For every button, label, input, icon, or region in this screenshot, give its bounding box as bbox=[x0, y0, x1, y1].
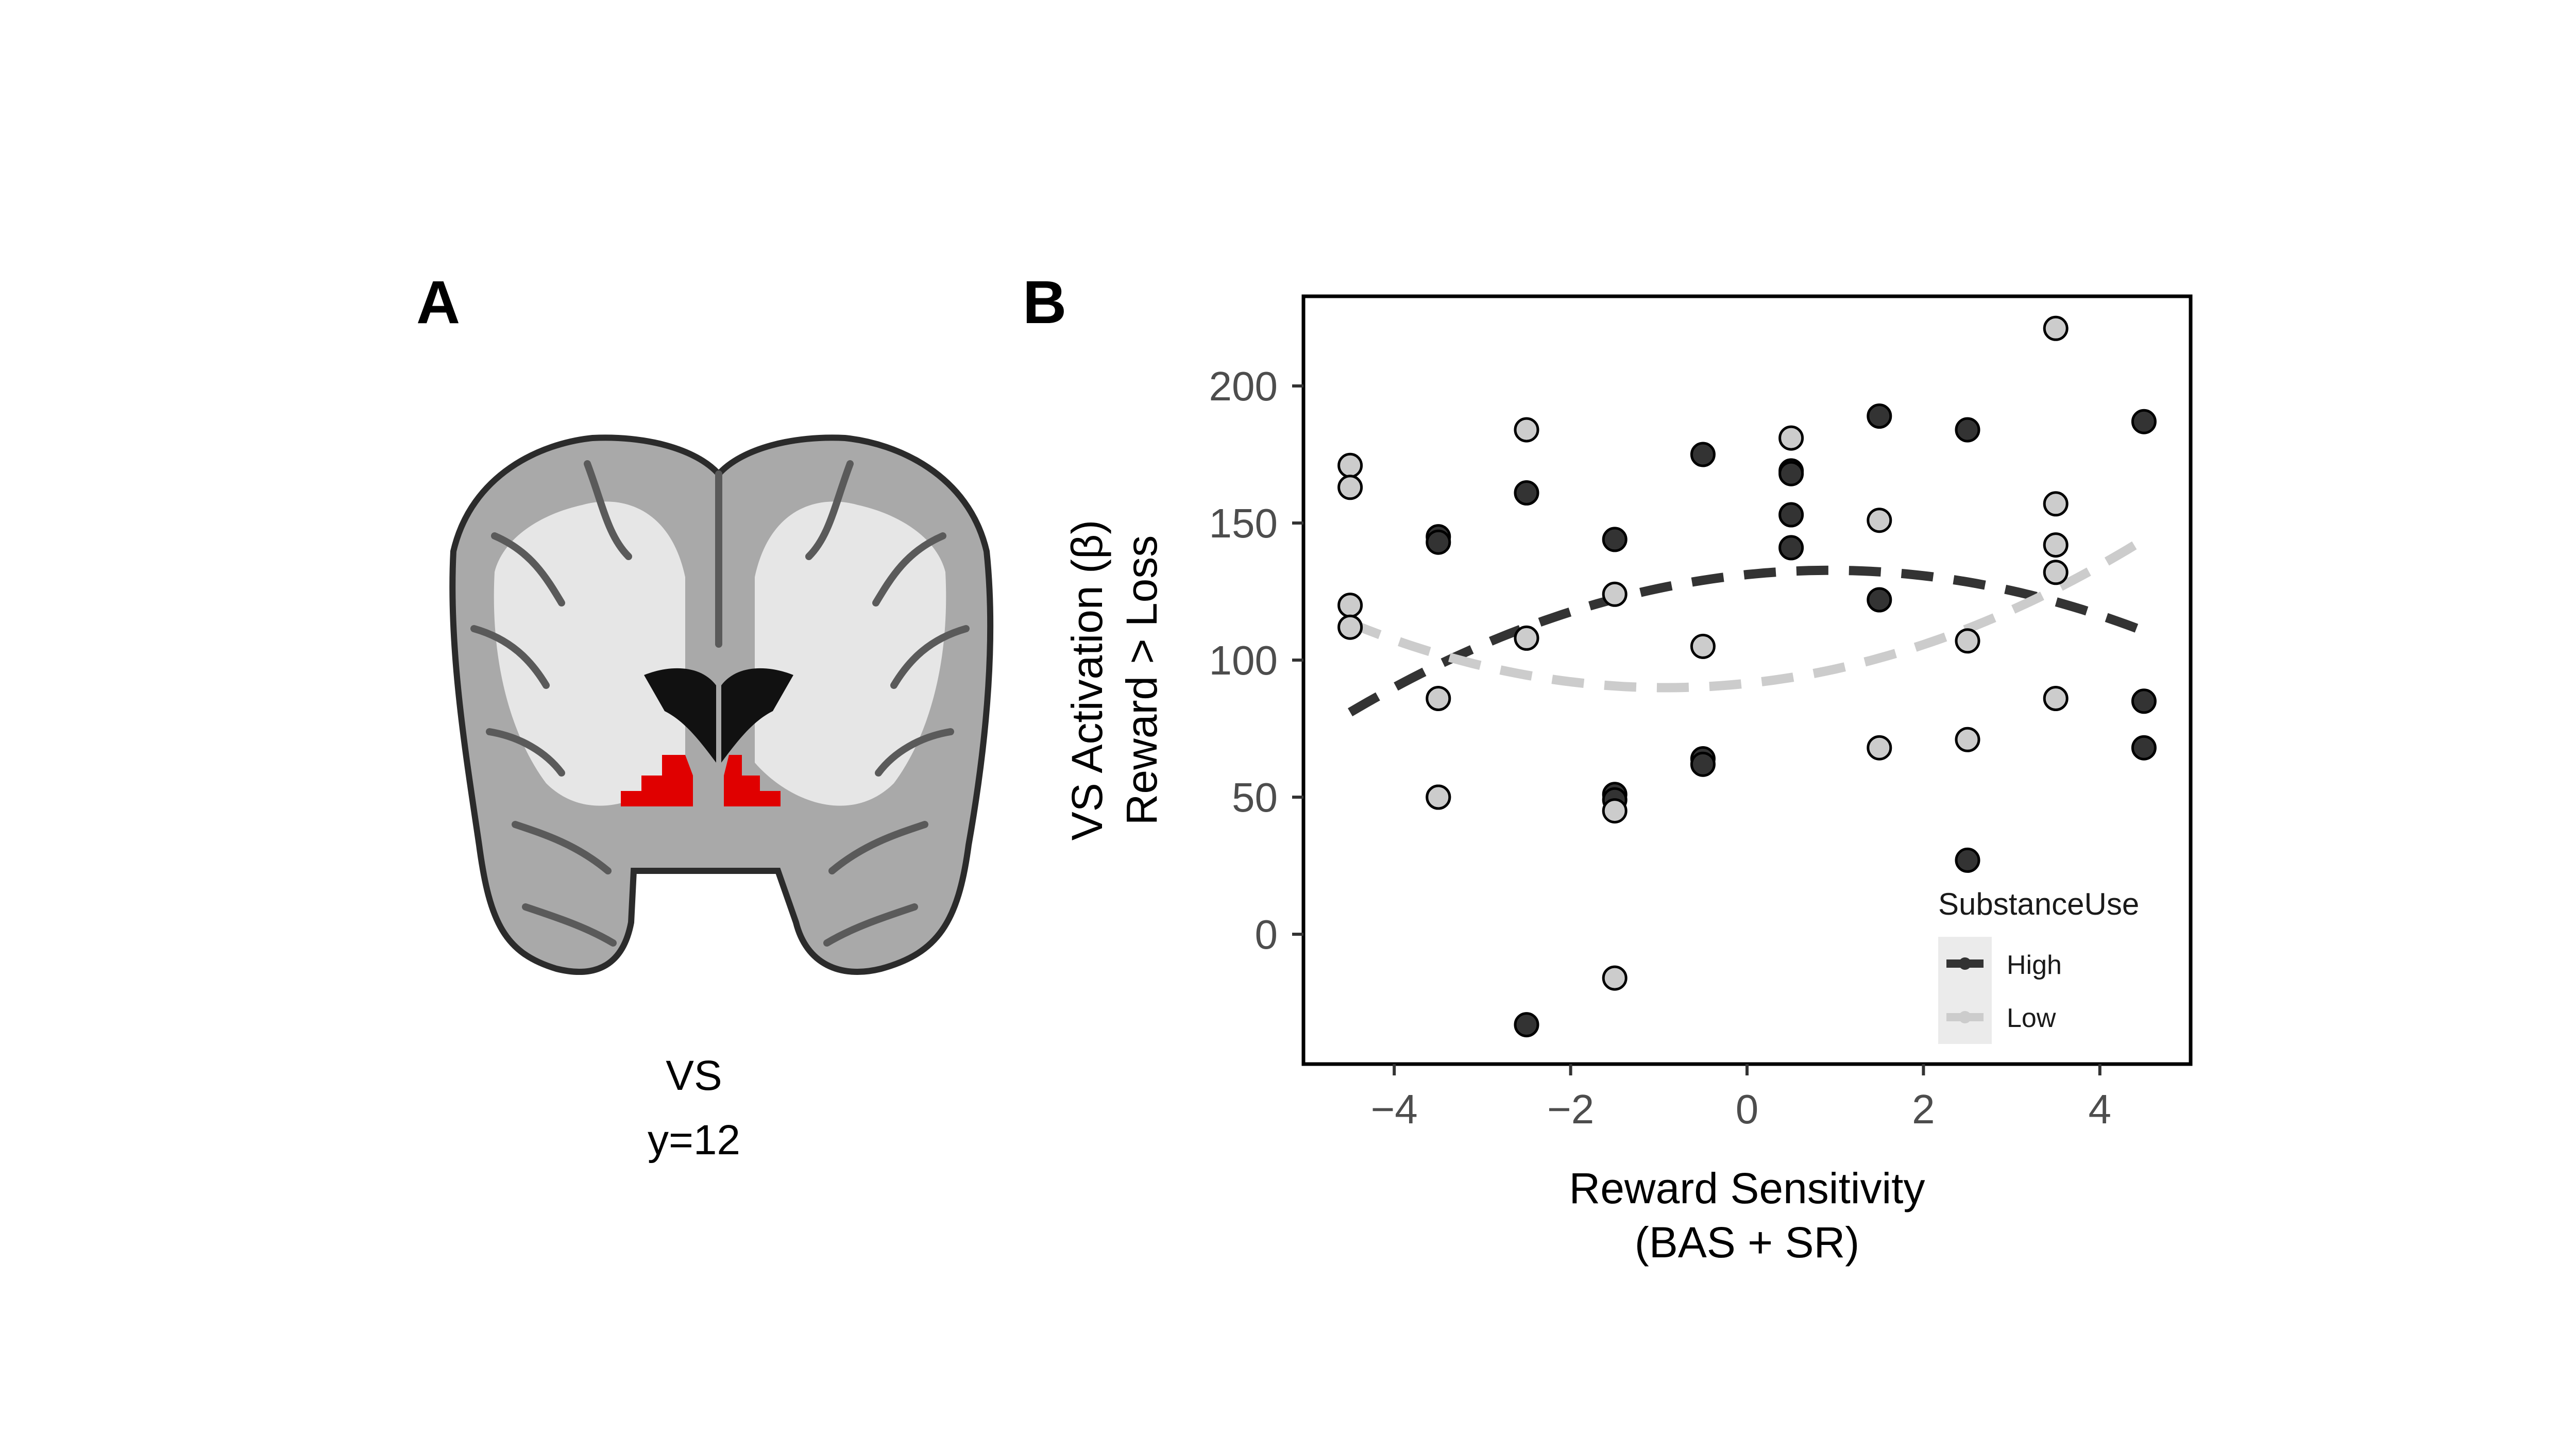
point-low bbox=[1690, 633, 1716, 659]
point-high bbox=[1955, 847, 1980, 873]
point-high bbox=[1955, 417, 1980, 443]
point-high bbox=[1690, 751, 1716, 777]
panel-a-letter: A bbox=[416, 268, 460, 336]
legend: SubstanceUse High Low bbox=[1938, 887, 2139, 1044]
point-low bbox=[2043, 532, 2069, 558]
point-high bbox=[1867, 403, 1892, 429]
point-high bbox=[1778, 535, 1804, 561]
legend-key-point-low bbox=[1959, 1011, 1971, 1023]
panel-b-letter: B bbox=[1023, 268, 1066, 336]
legend-label-low: Low bbox=[2007, 1003, 2056, 1033]
point-low bbox=[1337, 452, 1363, 478]
legend-key-point-high bbox=[1959, 957, 1971, 970]
point-low bbox=[1426, 784, 1451, 810]
point-low bbox=[1602, 798, 1628, 824]
y-tick-label: 0 bbox=[1255, 912, 1278, 957]
x-tick-label: 0 bbox=[1736, 1086, 1759, 1132]
y-axis: 0 50 100 150 200 bbox=[1209, 363, 1303, 957]
fit-line-high bbox=[1348, 565, 2146, 717]
sulci bbox=[470, 460, 970, 947]
point-high bbox=[1867, 587, 1892, 613]
point-low bbox=[2043, 686, 2069, 711]
point-high bbox=[2131, 688, 2157, 714]
vs-region-right bbox=[724, 755, 781, 806]
plot-panel-border bbox=[1301, 294, 2193, 1066]
point-low bbox=[1514, 417, 1539, 443]
ventricle-left bbox=[644, 668, 716, 763]
point-low bbox=[2043, 315, 2069, 341]
point-high bbox=[1690, 442, 1716, 467]
point-low bbox=[1337, 475, 1363, 500]
point-high bbox=[1514, 1012, 1539, 1038]
ventricle-right bbox=[721, 668, 793, 763]
scatter-chart: −4 −2 0 2 4 0 50 100 150 200 VS Activation (β) R… bbox=[1063, 294, 2193, 1267]
point-high bbox=[1426, 529, 1451, 555]
point-low bbox=[2043, 560, 2069, 585]
fit-line-low bbox=[1348, 535, 2147, 693]
x-tick-label: 2 bbox=[1912, 1086, 1935, 1132]
y-axis-title-line2: Reward > Loss bbox=[1117, 535, 1166, 825]
point-low bbox=[1867, 735, 1892, 761]
fit-lines bbox=[1348, 535, 2147, 717]
point-low bbox=[1337, 614, 1363, 640]
point-low bbox=[1955, 628, 1980, 654]
coordinate-label: y=12 bbox=[648, 1117, 740, 1164]
point-low bbox=[1426, 686, 1451, 711]
point-high bbox=[2131, 735, 2157, 761]
y-tick-label: 100 bbox=[1209, 637, 1278, 683]
x-tick-label: 4 bbox=[2089, 1086, 2112, 1132]
point-high bbox=[1778, 502, 1804, 528]
y-tick-label: 50 bbox=[1232, 774, 1278, 820]
point-high bbox=[2131, 409, 2157, 434]
point-low bbox=[1778, 425, 1804, 451]
point-low bbox=[1337, 593, 1363, 618]
point-low bbox=[2043, 491, 2069, 517]
legend-label-high: High bbox=[2007, 950, 2062, 980]
x-axis-title-line2: (BAS + SR) bbox=[1635, 1218, 1859, 1267]
y-tick-label: 200 bbox=[1209, 363, 1278, 409]
y-axis-title-line1: VS Activation (β) bbox=[1063, 520, 1111, 841]
point-high bbox=[1602, 527, 1628, 552]
point-low bbox=[1602, 965, 1628, 991]
point-low bbox=[1867, 508, 1892, 533]
white-matter-right bbox=[755, 501, 946, 806]
point-low bbox=[1955, 727, 1980, 752]
x-axis-title-line1: Reward Sensitivity bbox=[1569, 1164, 1925, 1212]
point-low bbox=[1514, 625, 1539, 651]
x-tick-label: −2 bbox=[1547, 1086, 1594, 1132]
y-tick-label: 150 bbox=[1209, 500, 1278, 546]
legend-title: SubstanceUse bbox=[1938, 887, 2139, 921]
point-low bbox=[1602, 581, 1628, 607]
point-high bbox=[1514, 480, 1539, 506]
x-axis: −4 −2 0 2 4 bbox=[1371, 1064, 2111, 1132]
x-tick-label: −4 bbox=[1371, 1086, 1418, 1132]
brain-coronal-slice bbox=[449, 434, 994, 975]
point-high bbox=[1778, 461, 1804, 486]
region-label: VS bbox=[666, 1052, 722, 1099]
vs-region-left bbox=[621, 755, 693, 806]
data-points bbox=[1337, 315, 2157, 1038]
